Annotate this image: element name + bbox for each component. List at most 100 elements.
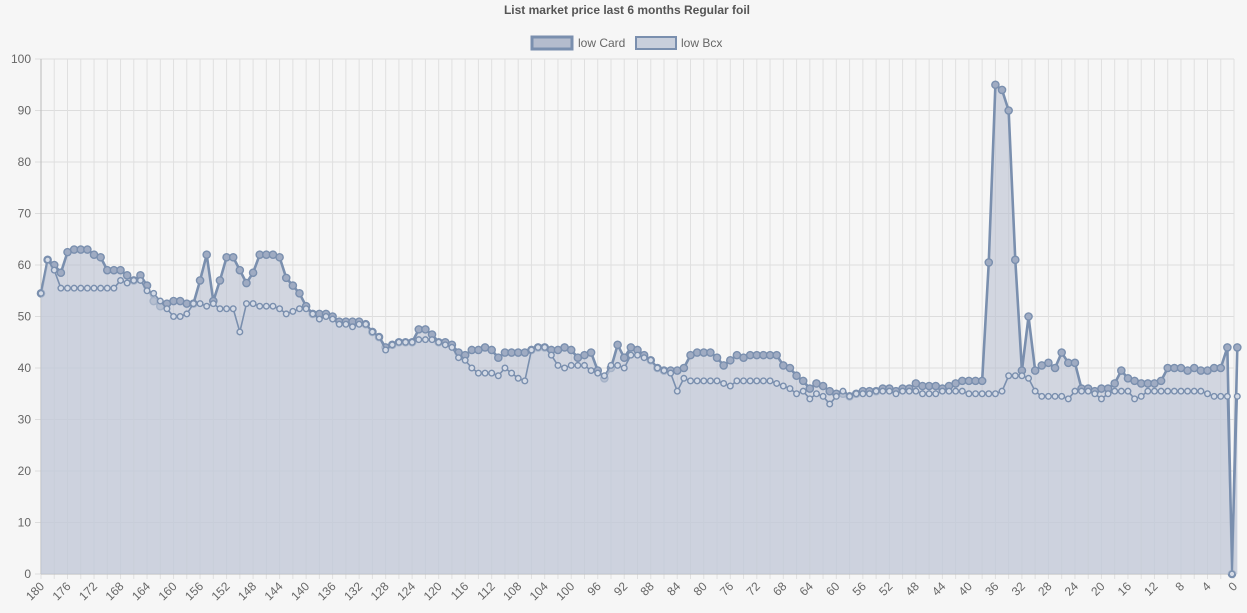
point-low-card[interactable] — [712, 353, 722, 363]
point-low-bcx[interactable] — [1005, 372, 1013, 380]
point-low-bcx[interactable] — [819, 392, 827, 400]
point-low-card[interactable] — [288, 281, 298, 290]
point-low-card[interactable] — [235, 265, 245, 275]
point-low-card[interactable] — [202, 250, 211, 259]
point-low-bcx[interactable] — [687, 377, 695, 385]
point-low-bcx[interactable] — [388, 341, 396, 349]
point-low-bcx[interactable] — [892, 390, 900, 398]
point-low-card[interactable] — [295, 289, 304, 298]
point-low-bcx[interactable] — [315, 315, 323, 323]
point-low-bcx[interactable] — [574, 361, 582, 369]
point-low-card[interactable] — [679, 363, 689, 373]
point-low-bcx[interactable] — [156, 297, 164, 305]
point-low-card[interactable] — [997, 85, 1007, 95]
point-low-bcx[interactable] — [620, 364, 628, 372]
point-low-bcx[interactable] — [580, 361, 588, 369]
point-low-bcx[interactable] — [600, 372, 608, 380]
point-low-bcx[interactable] — [44, 256, 52, 264]
point-low-bcx[interactable] — [587, 367, 595, 375]
point-low-bcx[interactable] — [117, 276, 125, 284]
point-low-bcx[interactable] — [223, 305, 231, 313]
point-low-bcx[interactable] — [295, 305, 303, 313]
point-low-card[interactable] — [195, 276, 205, 285]
point-low-card[interactable] — [242, 278, 251, 288]
point-low-bcx[interactable] — [1124, 387, 1132, 395]
point-low-bcx[interactable] — [508, 369, 516, 377]
point-low-bcx[interactable] — [872, 387, 880, 395]
point-low-bcx[interactable] — [1157, 387, 1165, 395]
point-low-bcx[interactable] — [779, 382, 787, 390]
point-low-card[interactable] — [1216, 363, 1226, 373]
point-low-bcx[interactable] — [448, 343, 456, 351]
point-low-bcx[interactable] — [839, 387, 847, 395]
point-low-bcx[interactable] — [249, 300, 257, 308]
point-low-bcx[interactable] — [269, 302, 277, 310]
point-low-card[interactable] — [228, 252, 238, 262]
point-low-bcx[interactable] — [1104, 390, 1112, 398]
point-low-bcx[interactable] — [806, 395, 814, 403]
point-low-card[interactable] — [566, 345, 576, 355]
point-low-bcx[interactable] — [812, 390, 820, 398]
point-low-bcx[interactable] — [474, 369, 482, 377]
point-low-bcx[interactable] — [342, 320, 350, 328]
point-low-bcx[interactable] — [1091, 390, 1099, 398]
point-low-bcx[interactable] — [534, 343, 542, 351]
point-low-bcx[interactable] — [514, 374, 522, 382]
point-low-bcx[interactable] — [329, 315, 337, 323]
point-low-bcx[interactable] — [1164, 387, 1172, 395]
point-low-bcx[interactable] — [103, 284, 111, 292]
point-low-bcx[interactable] — [786, 385, 794, 393]
point-low-bcx[interactable] — [1111, 387, 1119, 395]
point-low-card[interactable] — [613, 340, 622, 350]
point-low-bcx[interactable] — [130, 276, 138, 284]
point-low-card[interactable] — [1070, 358, 1080, 368]
point-low-bcx[interactable] — [918, 390, 926, 398]
point-low-bcx[interactable] — [594, 369, 602, 377]
point-low-card[interactable] — [798, 376, 808, 386]
point-low-bcx[interactable] — [289, 307, 297, 315]
point-low-bcx[interactable] — [726, 382, 734, 390]
point-low-card[interactable] — [706, 348, 715, 357]
point-low-card[interactable] — [785, 363, 795, 373]
point-low-bcx[interactable] — [759, 377, 767, 385]
point-low-bcx[interactable] — [143, 287, 151, 295]
point-low-bcx[interactable] — [455, 354, 463, 362]
point-low-bcx[interactable] — [70, 284, 78, 292]
point-low-bcx[interactable] — [90, 284, 98, 292]
point-low-bcx[interactable] — [746, 377, 754, 385]
point-low-card[interactable] — [984, 258, 994, 267]
point-low-card[interactable] — [96, 252, 105, 262]
point-low-card[interactable] — [1010, 255, 1020, 265]
point-low-bcx[interactable] — [481, 369, 489, 377]
point-low-bcx[interactable] — [653, 364, 661, 372]
point-low-bcx[interactable] — [1011, 372, 1019, 380]
point-low-bcx[interactable] — [262, 302, 270, 310]
point-low-card[interactable] — [83, 245, 92, 254]
point-low-bcx[interactable] — [885, 387, 893, 395]
point-low-bcx[interactable] — [614, 361, 622, 369]
point-low-card[interactable] — [805, 384, 815, 393]
point-low-bcx[interactable] — [170, 313, 178, 321]
point-low-card[interactable] — [494, 353, 503, 363]
point-low-bcx[interactable] — [501, 364, 509, 372]
point-low-card[interactable] — [215, 276, 225, 285]
point-low-bcx[interactable] — [713, 377, 721, 385]
point-low-bcx[interactable] — [1097, 395, 1105, 403]
point-low-bcx[interactable] — [183, 310, 191, 318]
point-low-bcx[interactable] — [561, 364, 569, 372]
point-low-bcx[interactable] — [1131, 395, 1139, 403]
point-low-card[interactable] — [1030, 366, 1040, 375]
point-low-bcx[interactable] — [952, 387, 960, 395]
point-low-bcx[interactable] — [753, 377, 761, 385]
point-low-card[interactable] — [1156, 376, 1166, 386]
point-low-bcx[interactable] — [322, 313, 330, 321]
point-low-bcx[interactable] — [607, 361, 615, 369]
point-low-bcx[interactable] — [899, 387, 907, 395]
point-low-card[interactable] — [275, 252, 284, 262]
point-low-card[interactable] — [977, 376, 987, 386]
point-low-bcx[interactable] — [1025, 374, 1033, 382]
point-low-card[interactable] — [772, 350, 781, 360]
point-low-card[interactable] — [725, 355, 735, 365]
legend-item-low-bcx[interactable]: low Bcx — [635, 36, 722, 50]
point-low-bcx[interactable] — [521, 377, 529, 385]
